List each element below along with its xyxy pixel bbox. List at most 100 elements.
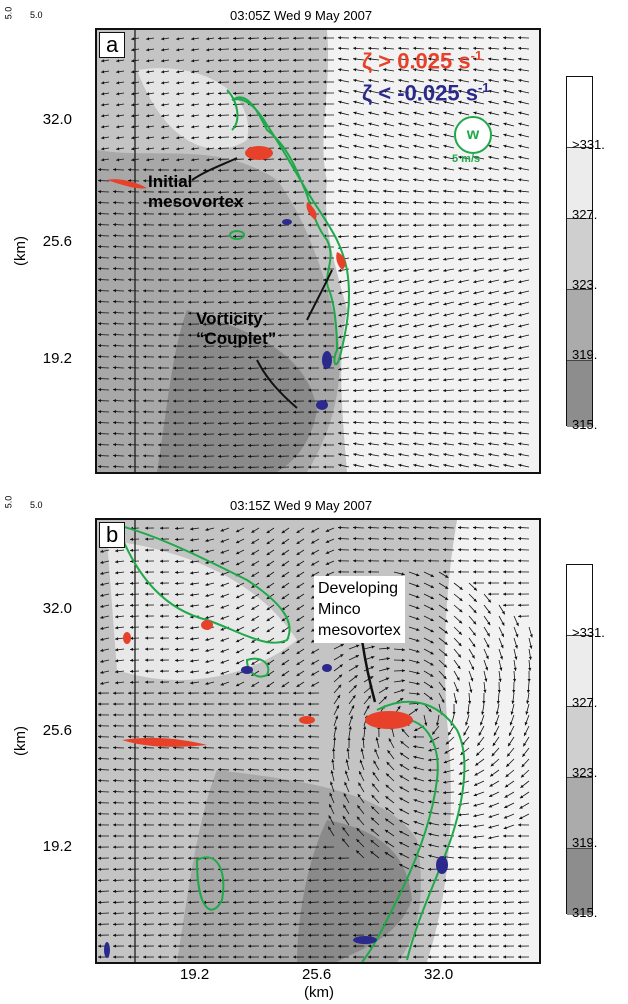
wind-vector-head — [458, 463, 462, 467]
wind-vector-head — [173, 443, 177, 447]
wind-vector-head — [113, 190, 117, 194]
wind-vector-head — [263, 135, 267, 139]
wind-vector-head — [503, 592, 507, 596]
wind-vector-head — [218, 801, 222, 805]
wind-vector-head — [248, 911, 252, 915]
wind-vector-head — [278, 878, 282, 882]
wind-vector-head — [413, 133, 417, 137]
wind-vector-head — [161, 147, 165, 151]
wind-vector-head — [278, 410, 282, 414]
wind-vector-head — [128, 790, 132, 794]
wind-vector-head — [353, 420, 357, 425]
legend-positive-text: ζ > 0.025 s — [362, 48, 471, 74]
wind-vector-head — [443, 526, 447, 530]
wind-vector-head — [323, 311, 327, 315]
wind-vector-head — [143, 322, 147, 326]
wind-vector-head — [473, 846, 477, 850]
wind-vector-head — [203, 421, 207, 425]
wind-vector-head — [263, 377, 267, 381]
wind-vector-head — [158, 179, 162, 183]
wind-vector-head — [485, 655, 489, 660]
wind-vector-head — [308, 190, 312, 194]
wind-vector-head — [203, 713, 207, 717]
wind-vector-head — [263, 922, 267, 926]
wind-vector-head — [203, 223, 207, 227]
wind-vector-head — [398, 257, 402, 261]
wind-vector-head — [203, 443, 207, 447]
wind-vector-head — [248, 47, 252, 51]
wind-vector-head — [488, 166, 492, 171]
wind-vector-head — [353, 122, 357, 126]
wind-vector-head — [353, 878, 357, 882]
wind-vector-head — [413, 280, 417, 284]
wind-vector-head — [205, 571, 209, 576]
wind-vector-head — [353, 36, 357, 40]
wind-vector-head — [473, 189, 477, 193]
wind-vector-head — [481, 711, 485, 715]
wind-vector-head — [308, 135, 312, 139]
wind-vector-head — [428, 431, 432, 435]
wind-vector-head — [428, 933, 432, 937]
wind-vector-head — [488, 100, 492, 104]
wind-vector-head — [424, 722, 428, 726]
wind-vector-head — [128, 691, 132, 695]
wind-vector-head — [323, 933, 327, 937]
wind-vector-head — [218, 465, 222, 469]
wind-vector-head — [428, 442, 432, 446]
wind-vector-head — [398, 537, 402, 541]
wind-vector-head — [293, 801, 297, 805]
wind-vector-head — [188, 179, 192, 183]
wind-vector-head — [413, 378, 417, 382]
wind-vector-head — [353, 78, 357, 83]
wind-vector-head — [220, 594, 224, 598]
wind-vector-head — [188, 256, 192, 260]
wind-vector-head — [218, 212, 222, 216]
wind-vector-head — [353, 889, 357, 893]
wind-vector-head — [308, 91, 312, 95]
wind-vector-head — [251, 540, 255, 544]
wind-vector-head — [218, 245, 222, 249]
wind-vector-head — [473, 78, 477, 83]
wind-vector-head — [248, 801, 252, 805]
wind-vector-head — [428, 178, 432, 182]
wind-vector-head — [458, 36, 462, 40]
wind-vector-head — [131, 103, 135, 107]
wind-vector-head — [428, 768, 432, 772]
wind-vector-head — [248, 58, 252, 62]
wind-vector-head — [203, 344, 207, 348]
y-tick-a-32: 32.0 — [42, 111, 72, 128]
wind-vector-head — [203, 735, 207, 739]
wind-vector-head — [203, 300, 207, 304]
wind-vector-head — [338, 420, 342, 425]
wind-vector-head — [113, 702, 117, 706]
wind-vector-head — [458, 452, 462, 457]
wind-vector-head — [158, 801, 162, 805]
wind-vector-head — [98, 168, 102, 172]
wind-vector-head — [308, 933, 312, 937]
wind-vector-head — [188, 823, 192, 827]
wind-vector-head — [428, 867, 432, 871]
wind-vector-head — [158, 900, 162, 904]
wind-vector-head — [98, 256, 102, 260]
wind-vector-head — [128, 432, 132, 436]
wind-vector-head — [128, 289, 132, 293]
panel-a-plot-area — [95, 28, 541, 474]
panel-b-title: 03:15Z Wed 9 May 2007 — [230, 498, 373, 513]
legend-positive-exp: -1 — [470, 48, 483, 63]
wind-vector-head — [143, 377, 147, 381]
wind-vector-head — [500, 644, 504, 649]
wind-vector-head — [188, 300, 192, 304]
wind-vector-head — [113, 823, 117, 827]
wind-vector-head — [233, 454, 237, 458]
wind-vector-head — [100, 560, 104, 564]
wind-vector-head — [101, 59, 105, 63]
wind-vector-head — [443, 537, 447, 541]
wind-vector-head — [308, 900, 312, 904]
wind-vector-head — [398, 944, 402, 948]
wind-vector-head — [278, 168, 282, 172]
wind-vector-head — [328, 826, 332, 831]
wind-vector-head — [458, 302, 462, 306]
wind-vector-head — [398, 878, 402, 882]
wind-vector-head — [296, 540, 300, 544]
wind-vector-head — [218, 889, 222, 893]
